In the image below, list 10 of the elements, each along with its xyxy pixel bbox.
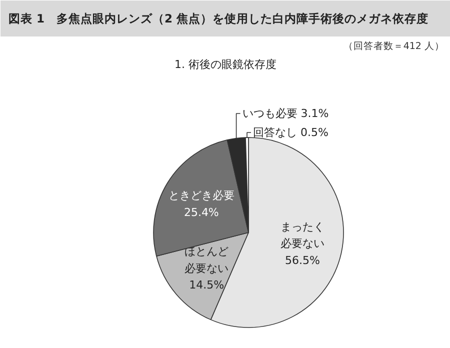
data-label: 56.5% (284, 254, 320, 268)
slice-label: まったく必要ない (280, 220, 324, 250)
slice-label: ときどき必要 (168, 188, 234, 202)
text: 1. 術後の眼鏡依存度 (174, 58, 277, 71)
data-label: 14.5% (189, 278, 224, 292)
slice-label: 回答なし 0.5% (253, 126, 328, 139)
chart-title: 図表 1 多焦点眼内レンズ（2 焦点）を使用した白内障手術後のメガネ依存度 (8, 12, 429, 26)
data-label: 25.4% (184, 206, 219, 219)
slice-label: いつも必要 3.1% (242, 107, 329, 120)
text: （回答者数＝412 人） (343, 40, 445, 52)
